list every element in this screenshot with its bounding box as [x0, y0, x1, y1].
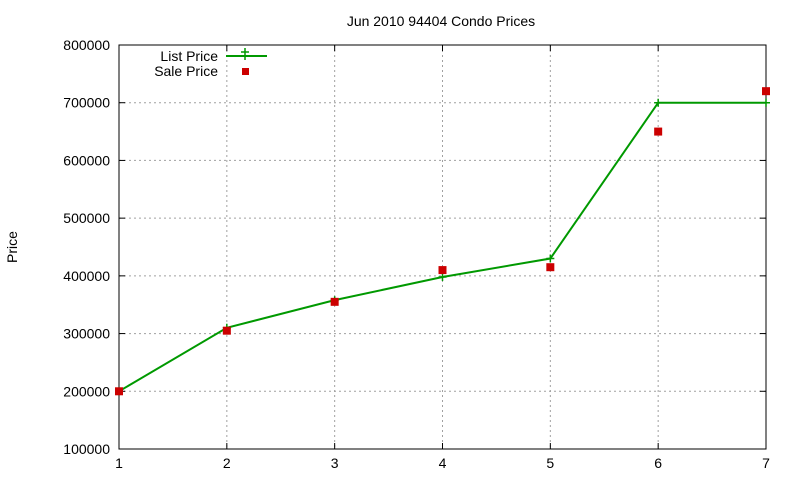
series: [115, 87, 770, 396]
y-tick-label: 100000: [63, 441, 110, 457]
y-axis-label: Price: [4, 231, 20, 263]
legend: List Price Sale Price: [154, 48, 267, 79]
y-tick-label: 400000: [63, 268, 110, 284]
chart-title: Jun 2010 94404 Condo Prices: [347, 13, 535, 29]
legend-label-list-price: List Price: [160, 48, 218, 64]
sale-price-point: [438, 266, 447, 275]
x-tick-label: 6: [654, 455, 662, 471]
y-tick-labels: 100000 200000 300000 400000 500000 600000 7000…: [63, 37, 110, 457]
sale-price-point: [546, 263, 555, 272]
x-tick-label: 3: [331, 455, 339, 471]
sale-price-point: [115, 387, 123, 396]
legend-marker-list-price: [241, 48, 249, 60]
sale-price-point: [654, 127, 663, 136]
sale-price-point: [762, 87, 770, 96]
list-price-point: [438, 273, 447, 282]
list-price-point: [546, 254, 555, 263]
sale-price-point: [222, 326, 231, 335]
list-price-point: [654, 98, 663, 107]
legend-label-sale-price: Sale Price: [154, 63, 218, 79]
x-tick-label: 7: [762, 455, 770, 471]
y-tick-label: 200000: [63, 383, 110, 399]
list-price-point: [762, 98, 770, 107]
axis-ticks: [118, 44, 767, 450]
grid: [119, 45, 766, 449]
x-tick-label: 4: [439, 455, 447, 471]
legend-marker-sale-price: [242, 68, 249, 75]
y-tick-label: 800000: [63, 37, 110, 53]
sale-price-point: [330, 297, 339, 306]
x-tick-label: 5: [546, 455, 554, 471]
y-tick-label: 300000: [63, 326, 110, 342]
x-tick-labels: 1 2 3 4 5 6 7: [115, 455, 770, 471]
x-tick-label: 2: [223, 455, 231, 471]
x-tick-label: 1: [115, 455, 123, 471]
y-tick-label: 500000: [63, 210, 110, 226]
y-tick-label: 700000: [63, 95, 110, 111]
y-tick-label: 600000: [63, 152, 110, 168]
